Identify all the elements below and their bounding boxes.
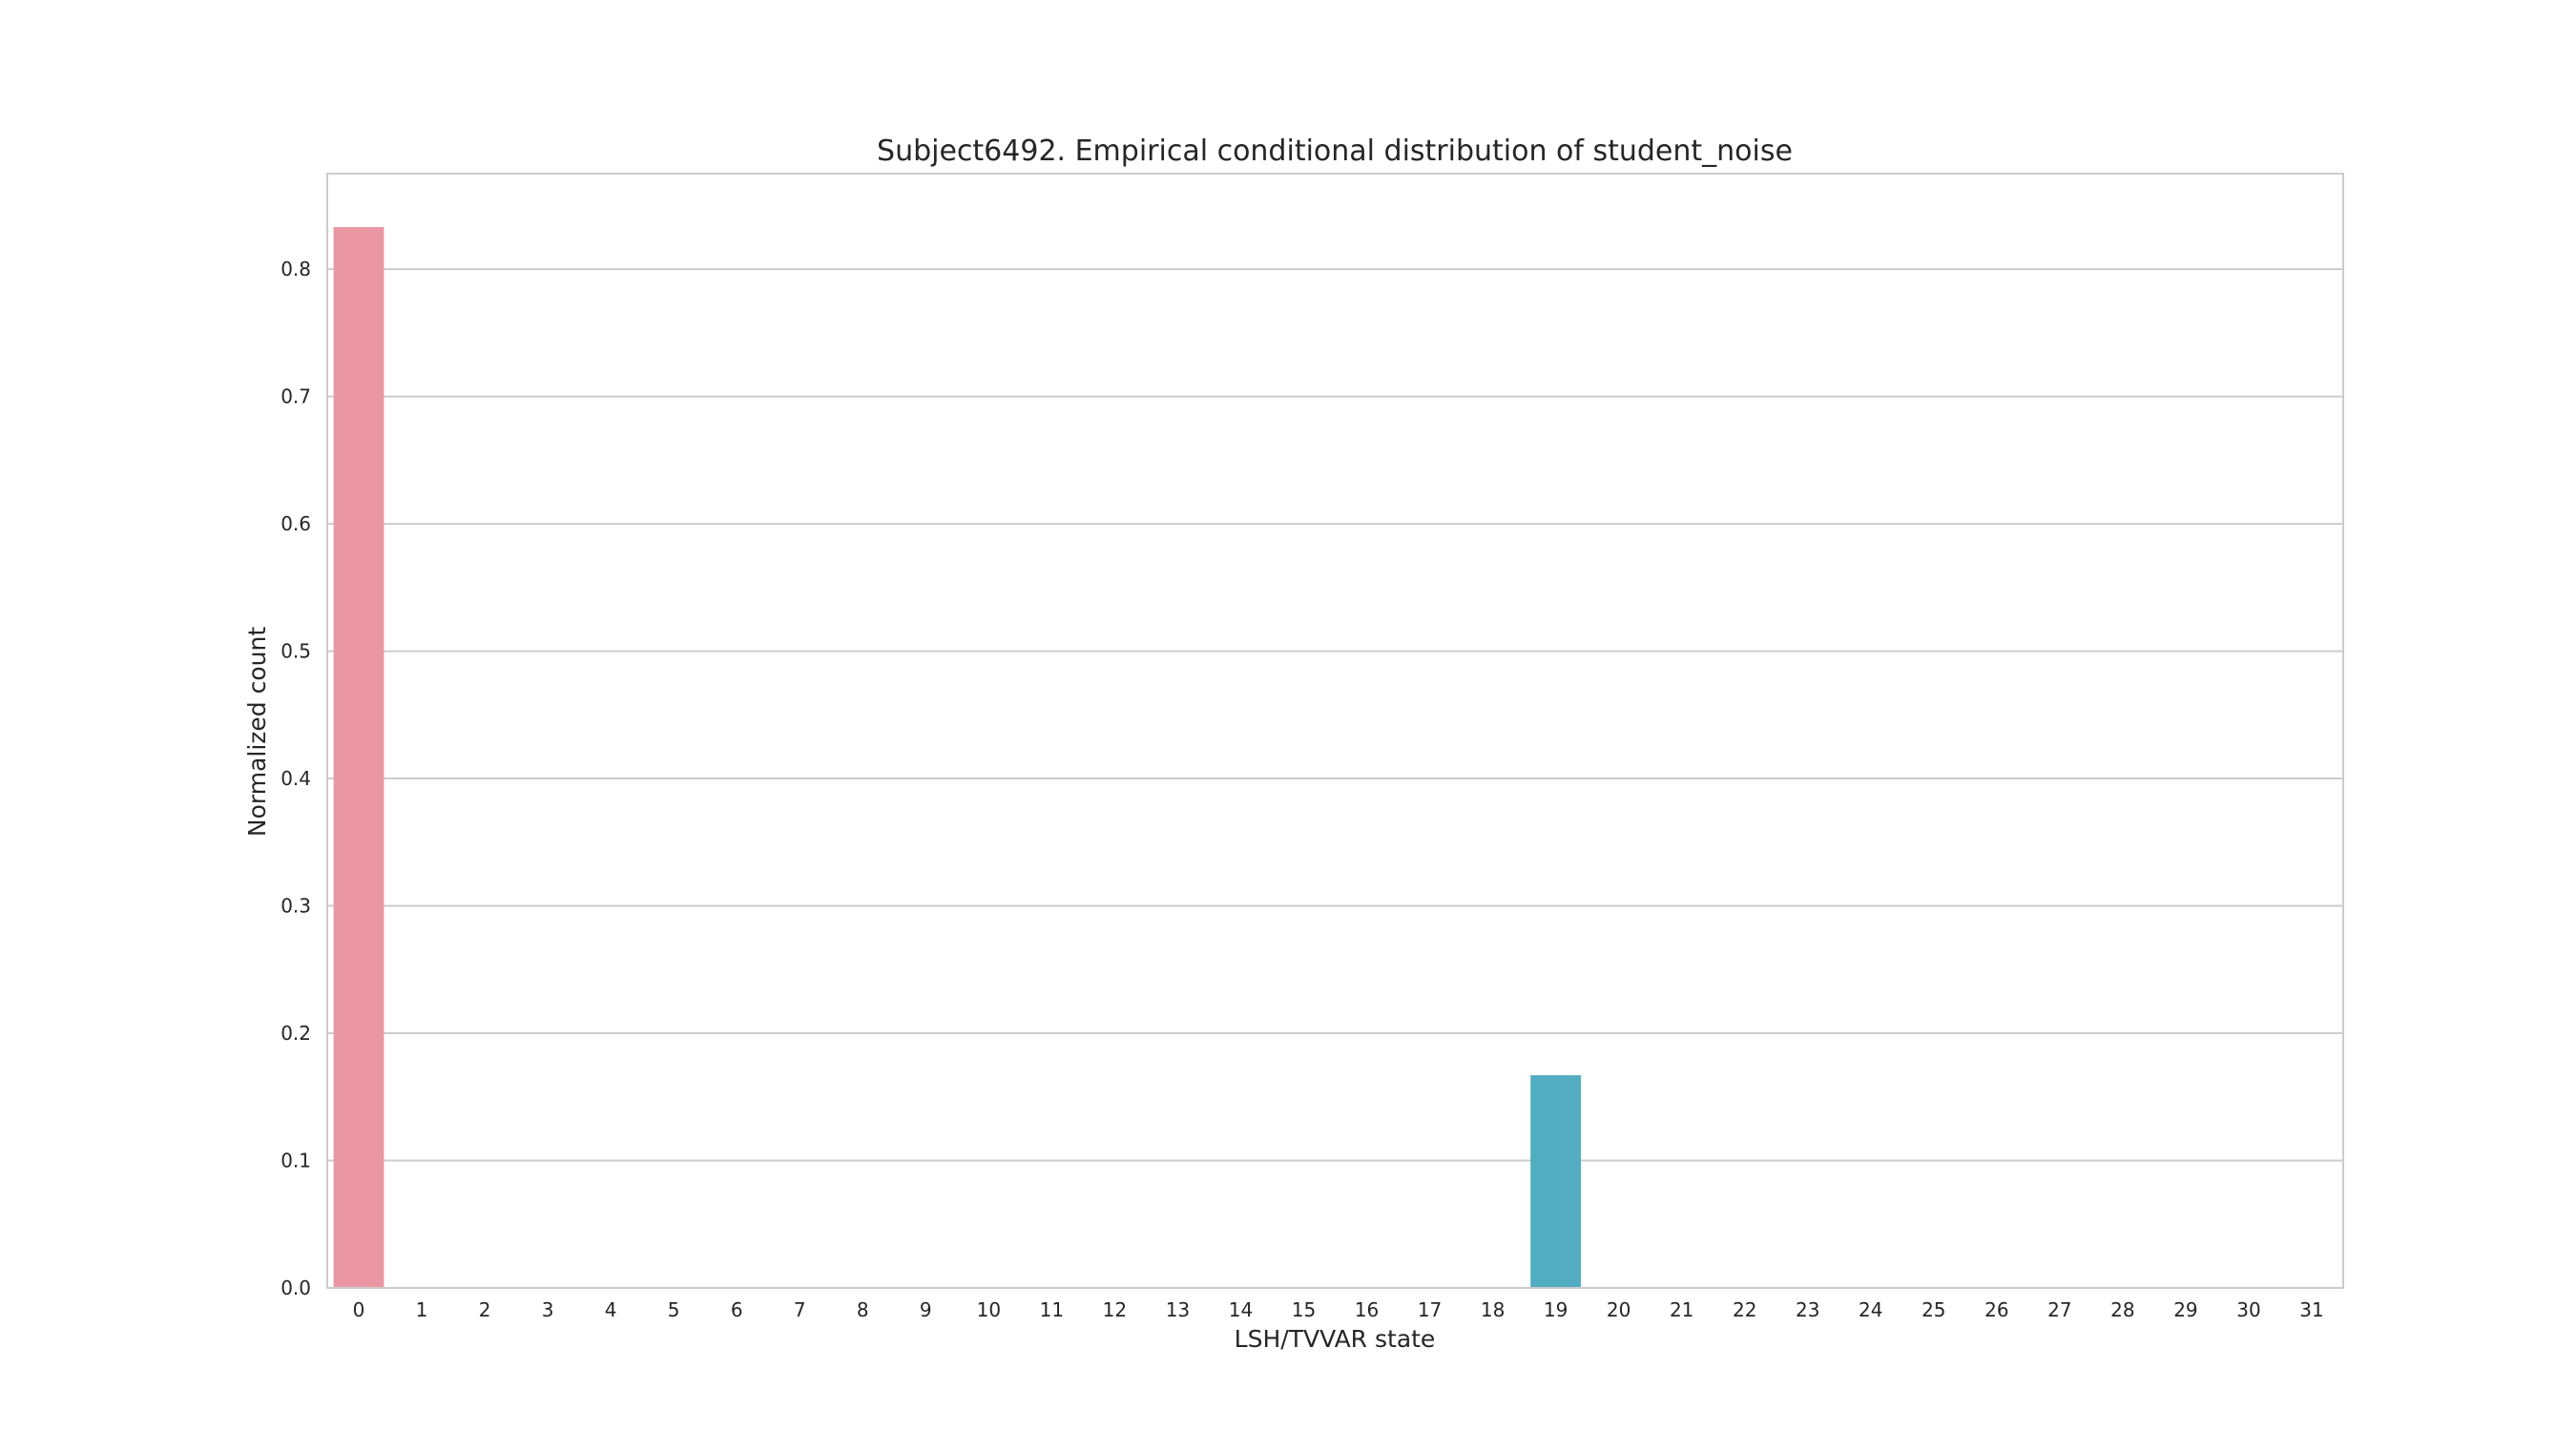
x-tick-label: 9 [920, 1298, 932, 1321]
bars [333, 227, 1582, 1289]
x-tick-label: 6 [731, 1298, 743, 1321]
x-tick-label: 3 [542, 1298, 554, 1321]
x-tick-label: 15 [1292, 1298, 1316, 1321]
bar-0 [333, 227, 384, 1289]
y-tick-label: 0.7 [280, 385, 311, 408]
bar-19 [1530, 1075, 1582, 1288]
y-tick-label: 0.1 [280, 1150, 311, 1172]
y-tick-label: 0.2 [280, 1022, 311, 1045]
x-tick-label: 23 [1796, 1298, 1819, 1321]
plot-frame [326, 173, 2344, 1289]
x-tick-label: 19 [1544, 1298, 1568, 1321]
x-tick-labels: 0 1 2 3 4 5 6 7 8 9 10 11 12 13 14 15 16 17 18 19 20 21 22 23 24… [353, 1298, 2324, 1321]
y-axis-title: Normalized count [243, 627, 271, 837]
x-tick-label: 10 [977, 1298, 1001, 1321]
y-tick-labels: 0.0 0.1 0.2 0.3 0.4 0.5 0.6 0.7 0.8 [280, 258, 311, 1299]
x-tick-label: 27 [2047, 1298, 2071, 1321]
y-tick-label: 0.6 [280, 512, 311, 535]
x-tick-label: 26 [1984, 1298, 2008, 1321]
y-tick-label: 0.0 [280, 1276, 311, 1299]
y-tick-label: 0.5 [280, 640, 311, 663]
x-tick-label: 14 [1229, 1298, 1253, 1321]
chart-title: Subject6492. Empirical conditional distr… [877, 135, 1793, 168]
x-tick-label: 1 [416, 1298, 428, 1321]
x-tick-label: 24 [1859, 1298, 1882, 1321]
x-tick-label: 4 [605, 1298, 617, 1321]
x-tick-label: 17 [1418, 1298, 1442, 1321]
x-tick-label: 13 [1166, 1298, 1190, 1321]
y-tick-label: 0.4 [280, 767, 311, 790]
x-tick-label: 0 [353, 1298, 365, 1321]
x-tick-label: 8 [857, 1298, 869, 1321]
x-tick-label: 18 [1481, 1298, 1505, 1321]
x-tick-label: 5 [668, 1298, 680, 1321]
grid-lines [327, 268, 2343, 1289]
x-tick-label: 30 [2236, 1298, 2260, 1321]
x-tick-label: 28 [2110, 1298, 2134, 1321]
x-axis-title: LSH/TVVAR state [1235, 1325, 1436, 1353]
x-tick-label: 2 [479, 1298, 491, 1321]
x-tick-label: 25 [1922, 1298, 1945, 1321]
x-tick-label: 7 [794, 1298, 806, 1321]
x-tick-label: 22 [1733, 1298, 1756, 1321]
x-tick-label: 29 [2173, 1298, 2197, 1321]
x-tick-label: 20 [1607, 1298, 1631, 1321]
x-tick-label: 16 [1355, 1298, 1379, 1321]
x-tick-label: 11 [1040, 1298, 1064, 1321]
y-tick-label: 0.3 [280, 895, 311, 918]
x-tick-label: 21 [1670, 1298, 1693, 1321]
x-tick-label: 12 [1103, 1298, 1127, 1321]
x-tick-label: 31 [2299, 1298, 2323, 1321]
y-tick-label: 0.8 [280, 258, 311, 280]
